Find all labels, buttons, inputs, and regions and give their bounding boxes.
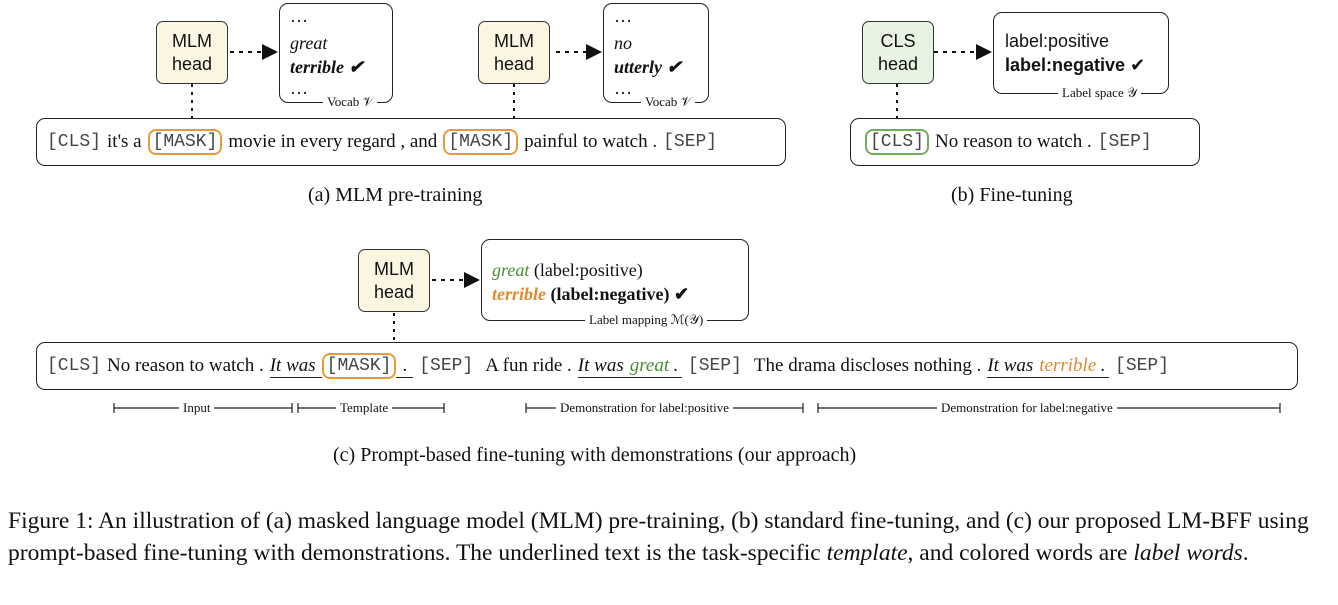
caption-a: (a) MLM pre-training xyxy=(308,184,483,206)
demo-positive-text: A fun ride . xyxy=(485,355,572,376)
mask-token: [MASK] xyxy=(443,129,519,155)
figure-caption-text: , and colored words are xyxy=(907,540,1134,566)
label-space-box: label:positive label:negative ✔ xyxy=(993,12,1169,94)
vocab-label: Vocab 𝒱 xyxy=(641,94,696,110)
check-icon: ✔ xyxy=(348,57,364,77)
vocab-word-great: great xyxy=(290,33,328,53)
sep-token: [SEP] xyxy=(1115,356,1170,376)
vocab-label: Vocab 𝒱 xyxy=(323,94,378,110)
vocab-word-utterly: utterly xyxy=(614,57,662,77)
label-word-great: great xyxy=(629,354,670,378)
mlm-head-c: MLM head xyxy=(358,249,430,312)
head-line2: head xyxy=(877,53,919,74)
vocab-dots-bottom: … xyxy=(290,78,308,98)
sep-token: [SEP] xyxy=(687,356,742,376)
check-icon: ✔ xyxy=(673,284,690,304)
cls-token: [CLS] xyxy=(865,129,930,155)
check-icon: ✔ xyxy=(1130,55,1146,75)
head-line1: MLM xyxy=(172,30,212,51)
bracket-input: Input xyxy=(179,400,215,416)
figure-caption-template: template xyxy=(826,540,908,566)
head-line1: CLS xyxy=(880,30,916,51)
head-line2: head xyxy=(493,53,535,74)
vocab-box-a1: … great terrible ✔ … xyxy=(279,3,393,103)
template-text: It was xyxy=(577,355,630,378)
caption-c: (c) Prompt-based fine-tuning with demons… xyxy=(333,444,857,466)
template-dot: . xyxy=(669,355,682,378)
bracket-demo-positive: Demonstration for label:positive xyxy=(556,400,733,416)
template-dot: . xyxy=(1096,355,1110,378)
mlm-head-a1: MLM head xyxy=(156,21,228,84)
mask-token: [MASK] xyxy=(321,353,397,379)
label-mapping-label: Label mapping ℳ(𝒴) xyxy=(585,312,708,328)
sep-token: [SEP] xyxy=(419,356,474,376)
sep-token: [SEP] xyxy=(663,132,718,152)
sentence-text: painful to watch . xyxy=(524,131,658,152)
sep-token: [SEP] xyxy=(1097,132,1152,152)
bracket-template: Template xyxy=(336,400,393,416)
template-text: It was xyxy=(269,355,322,378)
head-line1: MLM xyxy=(494,30,534,51)
vocab-word-terrible: terrible xyxy=(290,57,344,77)
sentence-box-a: [CLS] it's a [MASK] movie in every regar… xyxy=(36,118,786,166)
sentence-text: movie in every regard , and xyxy=(228,131,438,152)
figure-caption: Figure 1: An illustration of (a) masked … xyxy=(8,505,1334,569)
figure-caption-label-words: label words xyxy=(1133,540,1243,566)
figure-caption-text: Figure 1: An illustration of (a) masked … xyxy=(8,508,1309,566)
sentence-box-c: [CLS] No reason to watch . It was [MASK]… xyxy=(36,342,1298,390)
mask-token: [MASK] xyxy=(147,129,223,155)
template-dot: . xyxy=(396,355,414,378)
label-word-great: great xyxy=(492,260,530,280)
cls-head: CLS head xyxy=(862,21,934,84)
vocab-dots-top: … xyxy=(290,6,308,26)
input-text: No reason to watch . xyxy=(107,355,264,376)
figure-caption-text: . xyxy=(1242,540,1249,566)
sentence-text: No reason to watch . xyxy=(935,131,1092,152)
vocab-box-a2: … no utterly ✔ … xyxy=(603,3,709,103)
head-line2: head xyxy=(373,281,415,302)
label-negative: label:negative xyxy=(1005,55,1126,75)
caption-b: (b) Fine-tuning xyxy=(951,184,1073,206)
head-line2: head xyxy=(171,53,213,74)
head-line1: MLM xyxy=(374,258,414,279)
mlm-head-a2: MLM head xyxy=(478,21,550,84)
cls-token: [CLS] xyxy=(47,356,102,376)
vocab-dots-top: … xyxy=(614,6,632,26)
template-text: It was xyxy=(987,355,1040,378)
mapped-label: (label:positive) xyxy=(533,260,643,280)
sentence-text: it's a xyxy=(107,131,142,152)
label-word-terrible: terrible xyxy=(1039,354,1097,378)
label-word-terrible: terrible xyxy=(492,284,546,304)
vocab-word-no: no xyxy=(614,33,632,53)
mapped-label: (label:negative) xyxy=(550,284,670,304)
sentence-box-b: [CLS] No reason to watch . [SEP] xyxy=(850,118,1200,166)
label-mapping-box: great (label:positive) terrible (label:n… xyxy=(481,239,749,321)
label-space-label: Label space 𝒴 xyxy=(1058,85,1142,101)
cls-token: [CLS] xyxy=(47,132,102,152)
demo-negative-text: The drama discloses nothing . xyxy=(753,355,982,376)
vocab-dots-bottom: … xyxy=(614,78,632,98)
check-icon: ✔ xyxy=(666,57,682,77)
bracket-demo-negative: Demonstration for label:negative xyxy=(937,400,1117,416)
label-positive: label:positive xyxy=(1005,31,1110,51)
